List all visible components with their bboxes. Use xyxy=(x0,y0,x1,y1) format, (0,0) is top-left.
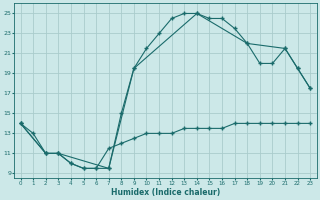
X-axis label: Humidex (Indice chaleur): Humidex (Indice chaleur) xyxy=(111,188,220,197)
